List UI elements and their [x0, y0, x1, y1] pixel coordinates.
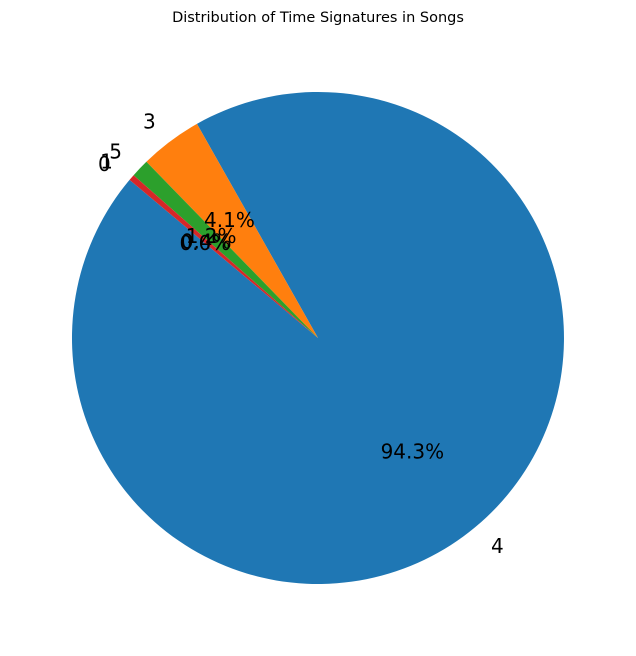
pie-slice-1: [129, 175, 318, 338]
slice-label-5: 5: [109, 139, 122, 163]
pie-labels: 4 94.3% 3 4.1% 5 1.2% 1 0.4% 0 0.0%: [98, 109, 504, 558]
slice-label-3: 3: [143, 109, 156, 133]
slice-percent-0: 0.0%: [180, 231, 231, 255]
pie-slice-4: [71, 92, 564, 585]
slice-percent-4: 94.3%: [381, 440, 445, 464]
slice-percent-1: 0.4%: [181, 230, 232, 254]
chart-title: Distribution of Time Signatures in Songs: [172, 10, 464, 26]
slice-percent-5: 1.2%: [186, 224, 237, 248]
slice-label-4: 4: [491, 534, 504, 558]
pie-slices: [71, 92, 564, 585]
slice-percent-3: 4.1%: [204, 208, 255, 232]
pie-slice-5: [133, 161, 318, 338]
pie-slice-3: [146, 123, 318, 338]
slice-label-1: 1: [100, 149, 113, 173]
slice-label-0: 0: [98, 152, 111, 176]
